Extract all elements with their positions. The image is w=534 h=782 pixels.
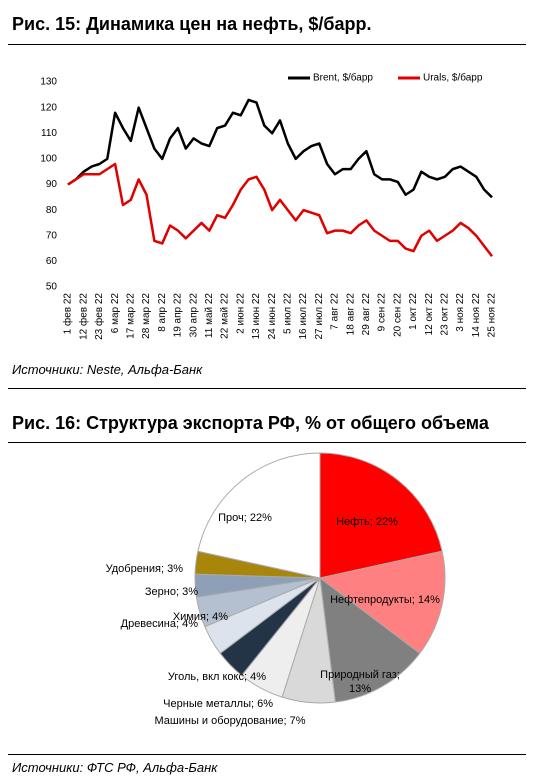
pie-slice <box>197 452 321 579</box>
x-tick-label: 13 июн 22 <box>251 293 262 340</box>
y-tick-label: 80 <box>46 205 58 216</box>
x-tick-label: 12 окт 22 <box>424 293 435 336</box>
y-tick-label: 90 <box>46 179 58 190</box>
x-tick-label: 5 июл 22 <box>282 293 293 334</box>
data-label: Удобрения; 3% <box>105 563 183 575</box>
x-tick-label: 23 окт 22 <box>440 293 451 336</box>
x-tick-label: 16 июл 22 <box>298 293 309 340</box>
data-label: Проч; 22% <box>218 512 272 524</box>
y-tick-label: 100 <box>40 154 57 165</box>
legend-label: Brent, $/барр <box>313 72 373 84</box>
legend-label: Urals, $/барр <box>423 72 483 84</box>
rule <box>8 388 526 389</box>
data-label: Машины и оборудование; 7% <box>154 715 306 727</box>
y-tick-label: 60 <box>46 256 58 267</box>
figure-title: Рис. 15: Динамика цен на нефть, $/барр. <box>12 14 372 34</box>
x-tick-label: 25 ноя 22 <box>487 293 498 338</box>
y-tick-label: 70 <box>46 230 58 241</box>
data-label: Химия; 4% <box>172 611 228 623</box>
x-tick-label: 22 май 22 <box>220 293 231 339</box>
data-label: Зерно; 3% <box>144 586 198 598</box>
line-chart: 50 60 70 80 90 100 110 120 130 1 фев 22 12 фев 22 2… <box>40 72 498 340</box>
x-tick-label: 1 фев 22 <box>62 293 74 335</box>
rule <box>8 754 526 755</box>
pie-slice <box>319 576 421 703</box>
x-tick-label: 24 июн 22 <box>267 293 278 340</box>
x-tick-label: 3 ноя 22 <box>455 293 466 332</box>
x-tick-label: 23 фев 22 <box>93 293 105 340</box>
y-tick-label: 130 <box>40 77 57 88</box>
x-tick-label: 2 июн 22 <box>235 293 246 334</box>
series-line <box>67 162 493 258</box>
figure-title: Рис. 16: Структура экспорта РФ, % от общ… <box>12 413 489 433</box>
x-tick-label: 29 авг 22 <box>361 293 372 336</box>
x-tick-label: 6 мар 22 <box>110 293 121 334</box>
data-label: Нефть; 22% <box>336 516 398 528</box>
rule <box>8 442 526 443</box>
series-line <box>67 98 493 199</box>
x-tick-label: 9 сен 22 <box>377 293 388 332</box>
x-tick-label: 1 окт 22 <box>408 293 419 330</box>
source: Источники: Neste, Альфа-Банк <box>12 362 203 377</box>
pie-slice <box>318 550 446 655</box>
x-tick-label: 7 авг 22 <box>330 293 341 330</box>
x-tick-label: 28 мар 22 <box>141 293 152 339</box>
data-label: Древесина; 4% <box>120 618 198 630</box>
x-tick-label: 17 мар 22 <box>125 293 136 339</box>
y-tick-label: 120 <box>40 102 57 113</box>
source: Источники: ФТС РФ, Альфа-Банк <box>12 760 218 775</box>
x-tick-label: 8 апр 22 <box>157 293 168 332</box>
x-tick-label: 27 июл 22 <box>314 293 325 340</box>
x-tick-label: 19 апр 22 <box>173 293 184 338</box>
data-label: Природный газ; 13% <box>320 669 400 695</box>
x-tick-label: 14 ноя 22 <box>471 293 482 338</box>
y-tick-label: 50 <box>46 282 58 293</box>
x-tick-label: 11 май 22 <box>204 293 215 339</box>
rule <box>8 44 526 45</box>
data-label: Черные металлы; 6% <box>163 698 273 710</box>
data-label: Нефтепродукты; 14% <box>330 594 440 606</box>
pie-chart <box>194 452 446 704</box>
x-tick-label: 12 фев 22 <box>77 293 89 340</box>
x-tick-label: 30 апр 22 <box>188 293 199 338</box>
x-tick-label: 20 сен 22 <box>392 293 403 337</box>
pie-slice <box>319 452 443 579</box>
data-label: Уголь, вкл кокс; 4% <box>167 671 266 683</box>
x-tick-label: 18 авг 22 <box>345 293 356 336</box>
y-tick-label: 110 <box>41 128 57 139</box>
